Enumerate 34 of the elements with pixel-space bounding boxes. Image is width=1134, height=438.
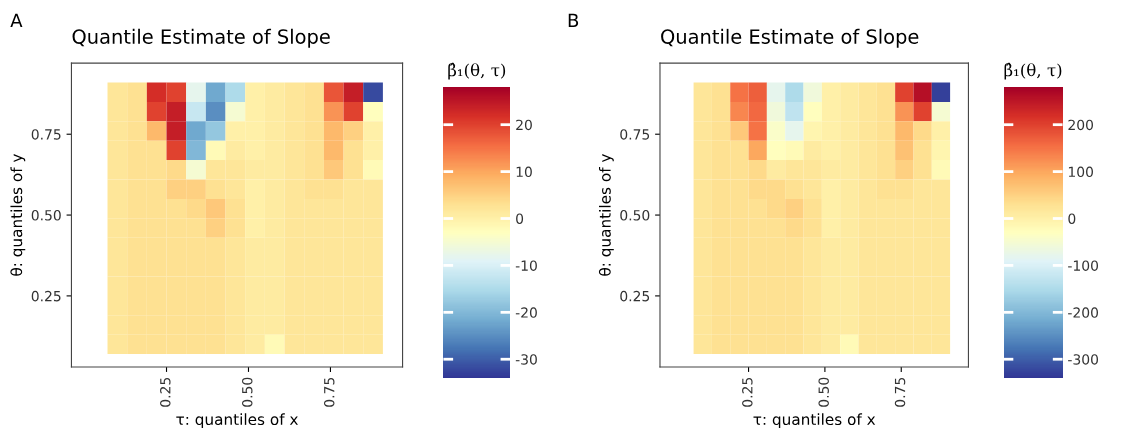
y-tick-label: 0.75	[620, 129, 650, 140]
text: B	[568, 13, 579, 27]
x-tick-label: 0.25	[742, 377, 753, 407]
chart-title: Quantile Estimate of Slope	[72, 28, 330, 48]
x-tick-label: 0.50	[242, 377, 253, 407]
color-bar-label: 200	[1068, 119, 1094, 131]
y-axis-title: θ: quantiles of y	[10, 153, 26, 276]
color-bar-label: -20	[515, 307, 537, 318]
color-bar-label: -100	[1068, 260, 1099, 271]
color-bar-title: β̂₁(θ, τ)	[1004, 62, 1062, 80]
color-bar-label: 0	[1068, 213, 1076, 224]
color-bar-title: β̂₁(θ, τ)	[448, 62, 506, 80]
y-tick-label: 0.50	[31, 210, 61, 221]
x-axis-title: τ: quantiles of x	[753, 413, 876, 429]
y-tick-label: 0.25	[31, 290, 61, 302]
y-tick-label: 0.75	[31, 129, 61, 140]
color-bar-label: 20	[516, 119, 532, 131]
x-tick-label: 0.25	[160, 377, 171, 407]
color-bar-label: 0	[516, 213, 524, 224]
color-bar-label: -300	[1068, 354, 1099, 365]
chart-title: Quantile Estimate of Slope	[661, 28, 919, 48]
text: A	[10, 13, 23, 27]
x-tick-label: 0.75	[323, 377, 335, 407]
color-bar-label: 100	[1068, 166, 1094, 178]
color-bar-label: 10	[516, 166, 532, 178]
y-tick-label: 0.25	[620, 290, 650, 302]
y-tick-label: 0.50	[620, 210, 650, 221]
x-tick-label: 0.75	[894, 377, 906, 407]
x-axis-title: τ: quantiles of x	[176, 413, 298, 429]
color-bar-label: -200	[1068, 307, 1099, 318]
x-tick-label: 0.50	[818, 377, 829, 407]
color-bar-label: -10	[515, 260, 537, 271]
y-axis-title: θ: quantiles of y	[598, 153, 614, 276]
color-bar-label: -30	[515, 354, 537, 365]
